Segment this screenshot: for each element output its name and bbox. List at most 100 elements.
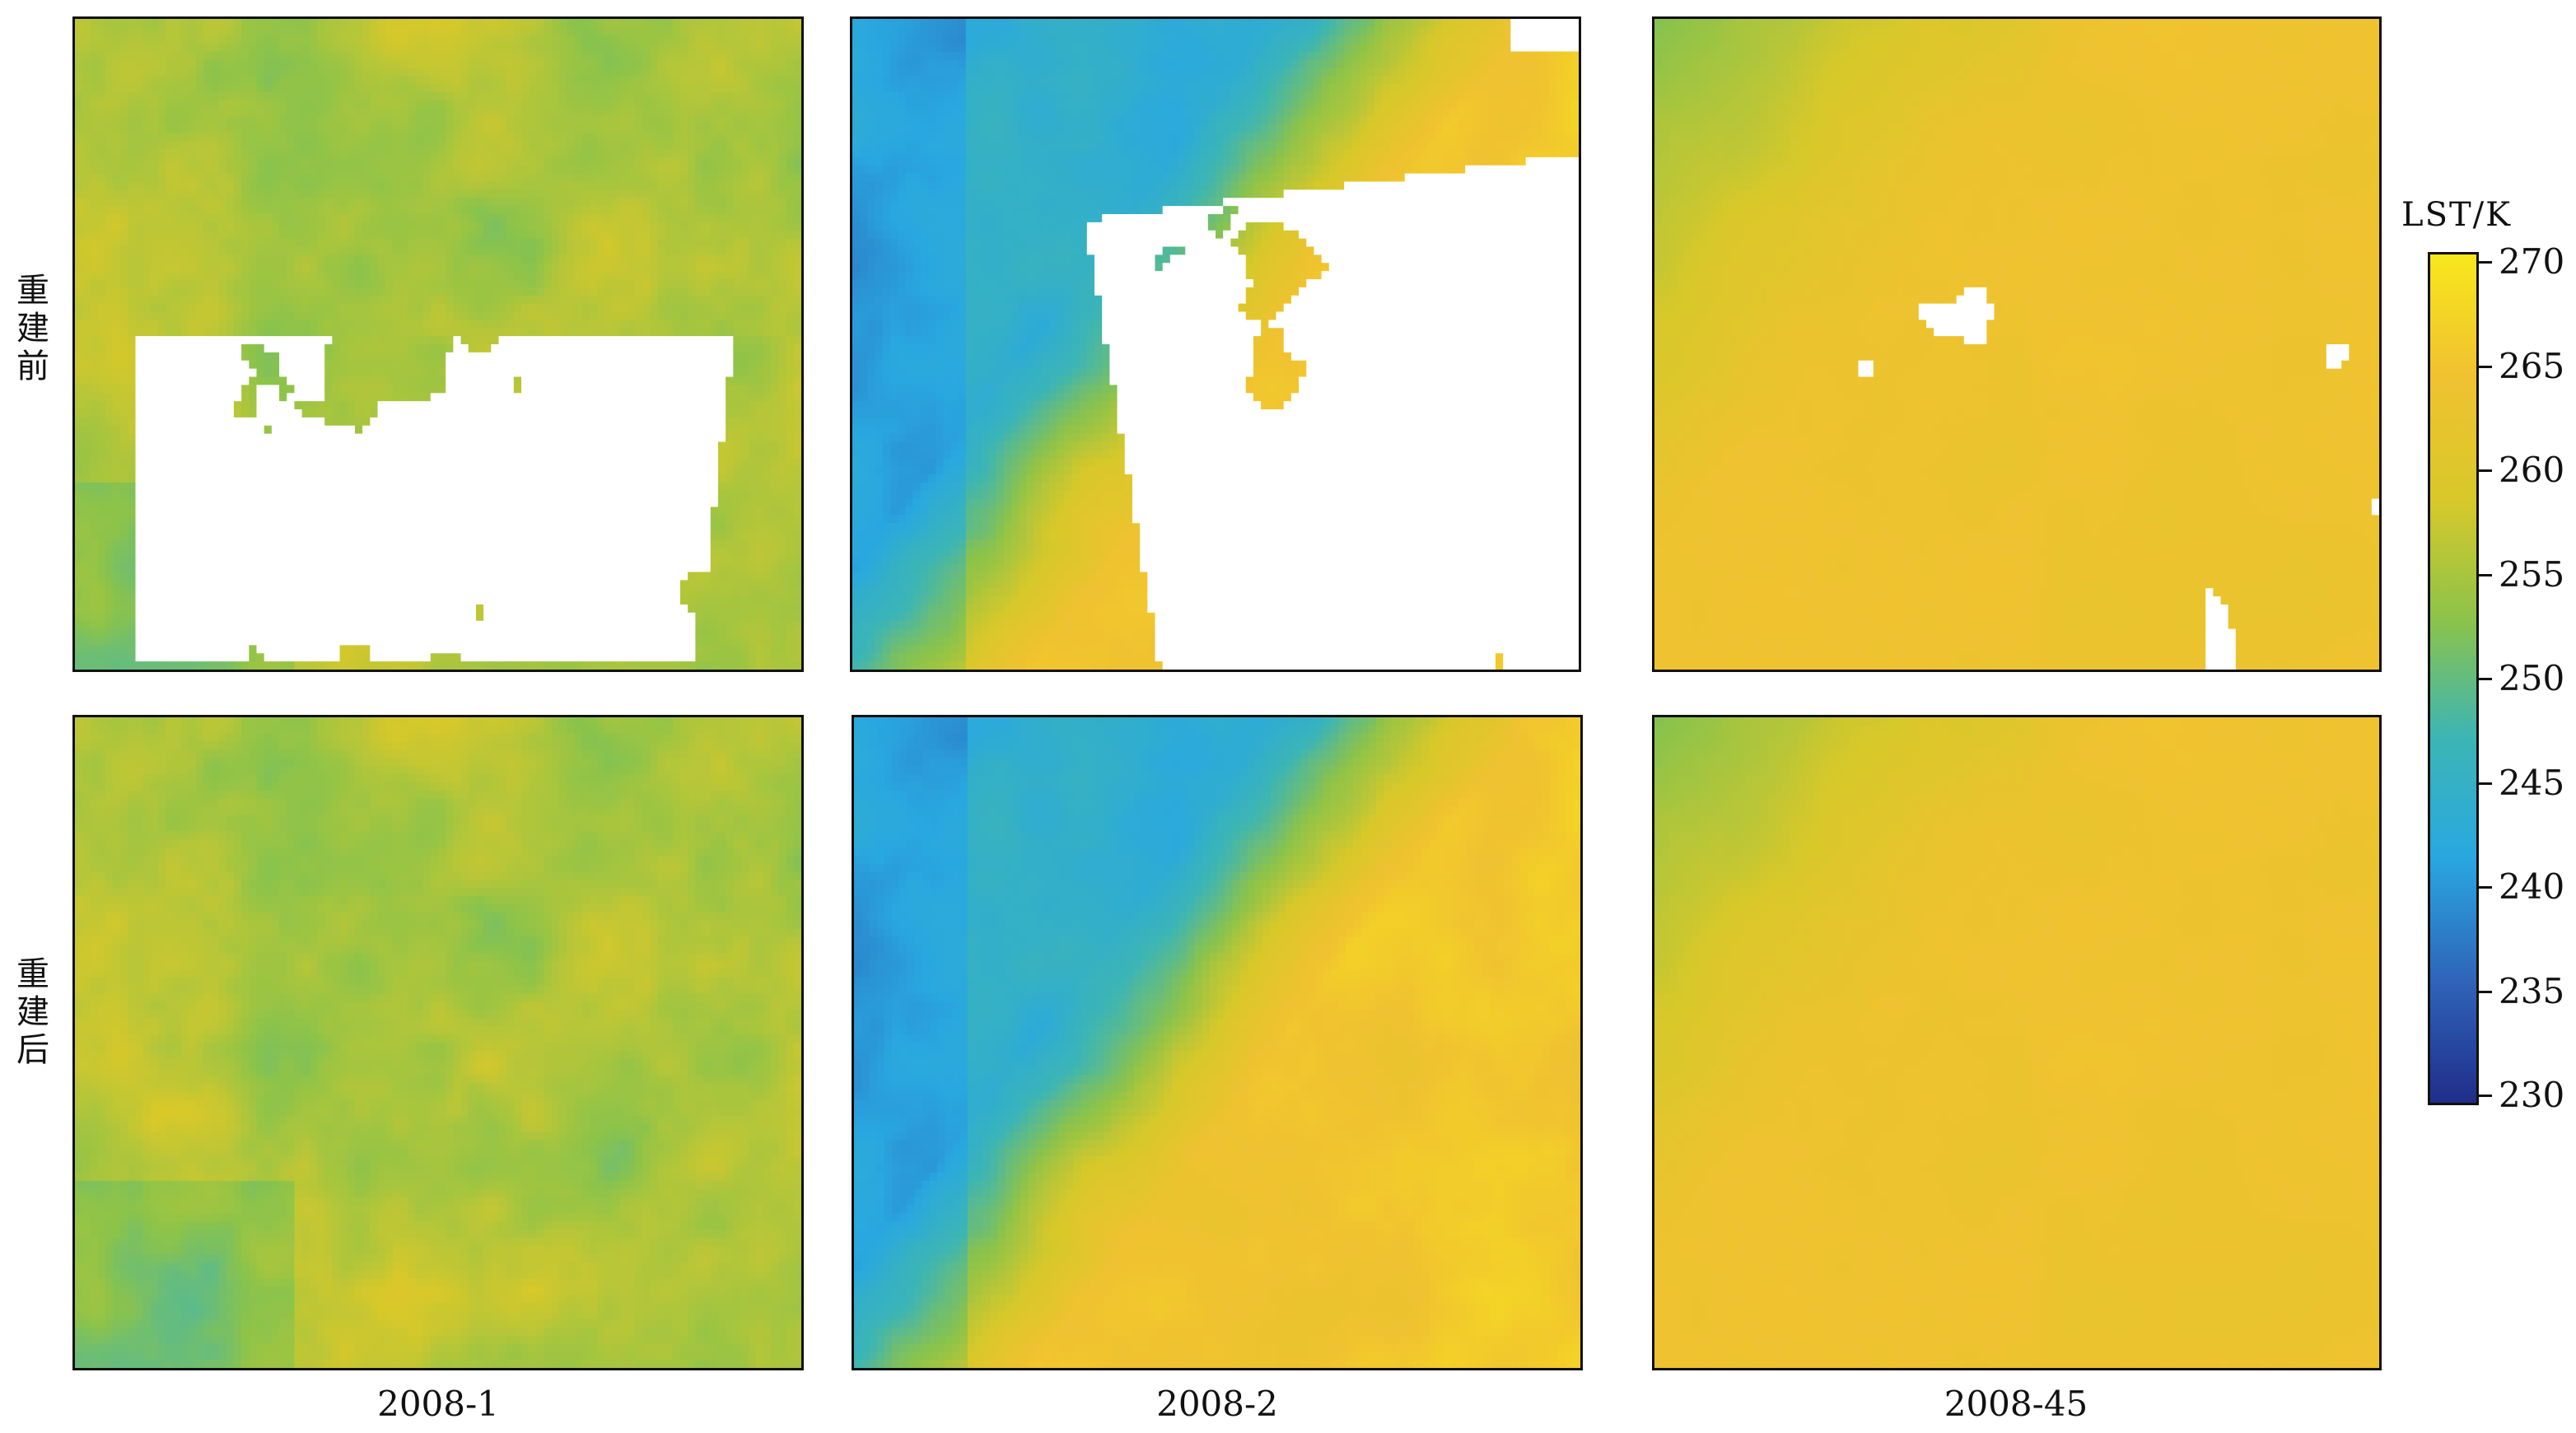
- heatmap-cell: [211, 409, 220, 418]
- heatmap-cell: [453, 271, 462, 280]
- heatmap-cell: [726, 336, 734, 345]
- heatmap-cell: [120, 84, 128, 93]
- heatmap-cell: [529, 165, 537, 175]
- heatmap-cell: [218, 352, 227, 362]
- heatmap-cell: [196, 279, 204, 288]
- heatmap-cell: [740, 246, 749, 255]
- heatmap-cell: [710, 214, 719, 223]
- heatmap-cell: [740, 100, 749, 110]
- heatmap-cell: [158, 76, 166, 85]
- heatmap-cell: [513, 76, 522, 85]
- heatmap-cell: [415, 385, 424, 394]
- heatmap-cell: [438, 328, 446, 337]
- heatmap-cell: [90, 51, 99, 60]
- heatmap-cell: [332, 141, 341, 150]
- heatmap-cell: [196, 35, 204, 44]
- heatmap-cell: [536, 230, 545, 240]
- heatmap-cell: [536, 51, 545, 60]
- heatmap-cell: [324, 198, 333, 207]
- heatmap-cell: [430, 352, 439, 362]
- heatmap-cell: [581, 271, 590, 280]
- heatmap-cell: [173, 263, 182, 272]
- heatmap-cell: [256, 352, 265, 362]
- heatmap-cell: [128, 173, 136, 182]
- heatmap-cell: [135, 287, 144, 296]
- heatmap-cell: [377, 173, 386, 182]
- heatmap-cell: [475, 376, 484, 385]
- heatmap-cell: [370, 91, 378, 101]
- heatmap-cell: [567, 124, 575, 133]
- heatmap-cell: [317, 173, 325, 182]
- heatmap-cell: [619, 336, 628, 345]
- heatmap-cell: [309, 181, 318, 190]
- heatmap-cell: [559, 91, 567, 101]
- heatmap-cell: [726, 303, 734, 312]
- heatmap-cell: [453, 156, 462, 166]
- heatmap-cell: [294, 51, 303, 60]
- heatmap-cell: [460, 19, 469, 28]
- heatmap-cell: [619, 246, 628, 255]
- heatmap-cell: [97, 26, 106, 36]
- heatmap-cell: [717, 173, 726, 182]
- heatmap-cell: [90, 43, 99, 52]
- heatmap-cell: [180, 409, 189, 418]
- heatmap-cell: [287, 246, 295, 255]
- heatmap-cell: [128, 43, 136, 52]
- heatmap-cell: [438, 433, 446, 442]
- heatmap-cell: [218, 116, 227, 125]
- heatmap-cell: [468, 246, 477, 255]
- heatmap-cell: [581, 26, 590, 36]
- heatmap-cell: [264, 181, 273, 190]
- heatmap-cell: [551, 328, 560, 337]
- heatmap-cell: [180, 173, 189, 182]
- heatmap-cell: [446, 26, 454, 36]
- heatmap-cell: [362, 376, 371, 385]
- heatmap-cell: [75, 246, 83, 255]
- heatmap-cell: [688, 43, 696, 52]
- heatmap-cell: [786, 149, 795, 158]
- heatmap-cell: [581, 116, 590, 125]
- heatmap-cell: [97, 165, 106, 175]
- heatmap-cell: [498, 401, 507, 410]
- heatmap-cell: [135, 156, 144, 166]
- heatmap-cell: [339, 124, 348, 133]
- heatmap-cell: [173, 173, 182, 182]
- heatmap-cell: [377, 91, 386, 101]
- heatmap-cell: [786, 206, 795, 215]
- heatmap-cell: [483, 181, 492, 190]
- heatmap-cell: [158, 19, 166, 28]
- heatmap-cell: [529, 287, 537, 296]
- heatmap-cell: [680, 198, 688, 207]
- heatmap-cell: [650, 222, 658, 231]
- heatmap-cell: [128, 417, 136, 427]
- heatmap-cell: [354, 124, 363, 133]
- heatmap-cell: [203, 51, 212, 60]
- heatmap-cell: [559, 156, 567, 166]
- heatmap-cell: [672, 43, 681, 52]
- heatmap-cell: [233, 165, 242, 175]
- heatmap-cell: [90, 91, 99, 101]
- heatmap-cell: [166, 133, 174, 142]
- heatmap-cell: [142, 26, 152, 36]
- heatmap-cell: [75, 254, 83, 264]
- heatmap-cell: [370, 246, 378, 255]
- heatmap-cell: [158, 246, 166, 255]
- heatmap-cell: [695, 263, 704, 272]
- heatmap-cell: [75, 328, 83, 337]
- heatmap-cell: [544, 328, 553, 337]
- heatmap-cell: [468, 19, 477, 28]
- heatmap-cell: [491, 133, 499, 142]
- heatmap-cell: [430, 295, 439, 305]
- heatmap-cell: [589, 360, 598, 370]
- heatmap-cell: [166, 181, 174, 190]
- heatmap-cell: [726, 295, 734, 305]
- heatmap-cell: [589, 214, 598, 223]
- heatmap-cell: [438, 271, 446, 280]
- heatmap-cell: [740, 198, 749, 207]
- heatmap-cell: [778, 376, 787, 385]
- heatmap-cell: [627, 311, 636, 320]
- heatmap-cell: [453, 263, 462, 272]
- heatmap-cell: [128, 433, 136, 442]
- heatmap-cell: [755, 376, 764, 385]
- heatmap-cell: [279, 165, 287, 175]
